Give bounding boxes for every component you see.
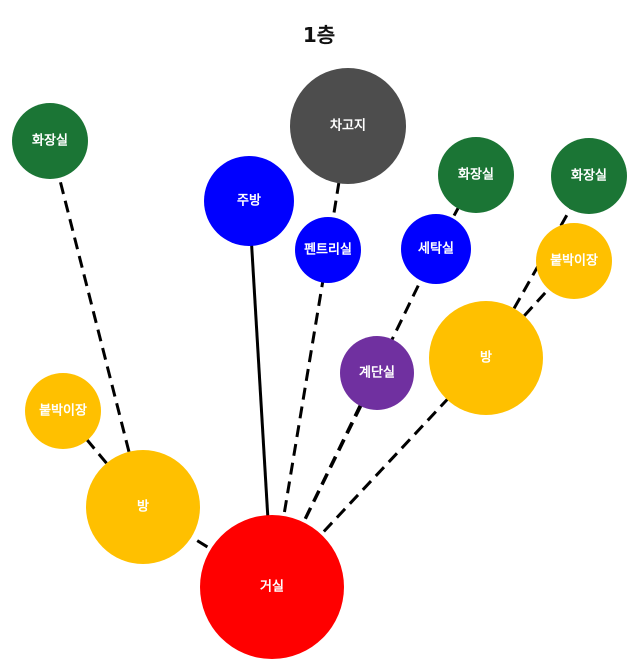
room-circle-stairs [340, 336, 414, 410]
room-node-bath-right: 화장실 [551, 138, 627, 214]
room-label-kitchen: 주방 [237, 193, 261, 209]
room-circle-bath-left [12, 103, 88, 179]
room-circle-bed-right [429, 301, 543, 415]
room-circle-pantry [295, 217, 361, 283]
room-label-bed-left: 방 [137, 499, 149, 515]
room-circle-bath-mid [438, 137, 514, 213]
connection-laundry-bath-mid [434, 174, 478, 250]
room-node-bath-left: 화장실 [12, 103, 88, 179]
room-node-laundry: 세탁실 [401, 214, 471, 284]
room-node-bed-left: 방 [86, 450, 200, 564]
connection-living-bed-right [270, 356, 488, 589]
room-node-kitchen: 주방 [204, 156, 294, 246]
room-node-living: 거실 [200, 515, 344, 659]
page-title: 1층 [303, 23, 335, 47]
room-circle-bed-left [86, 450, 200, 564]
room-node-closet-left: 붙박이장 [25, 373, 101, 449]
room-node-bed-right: 방 [429, 301, 543, 415]
room-circle-living [200, 515, 344, 659]
room-node-closet-right: 붙박이장 [536, 223, 612, 299]
room-circle-laundry [401, 214, 471, 284]
room-label-bath-mid: 화장실 [458, 167, 494, 183]
room-node-bath-mid: 화장실 [438, 137, 514, 213]
room-circle-closet-left [25, 373, 101, 449]
room-node-garage: 차고지 [290, 68, 406, 184]
room-node-pantry: 펜트리실 [295, 217, 361, 283]
room-label-pantry: 펜트리실 [304, 242, 352, 258]
room-circle-closet-right [536, 223, 612, 299]
room-label-bath-right: 화장실 [571, 168, 607, 184]
room-circle-kitchen [204, 156, 294, 246]
room-label-closet-left: 붙박이장 [39, 403, 87, 419]
room-label-living: 거실 [260, 579, 284, 595]
room-label-bed-right: 방 [480, 350, 492, 366]
room-label-closet-right: 붙박이장 [550, 253, 598, 269]
room-label-bath-left: 화장실 [32, 133, 68, 149]
room-node-stairs: 계단실 [340, 336, 414, 410]
room-label-garage: 차고지 [330, 118, 366, 134]
room-label-stairs: 계단실 [359, 365, 395, 381]
room-circle-bath-right [551, 138, 627, 214]
connection-bed-left-bath-left [48, 140, 145, 508]
room-circle-garage [290, 68, 406, 184]
room-label-laundry: 세탁실 [418, 241, 454, 257]
